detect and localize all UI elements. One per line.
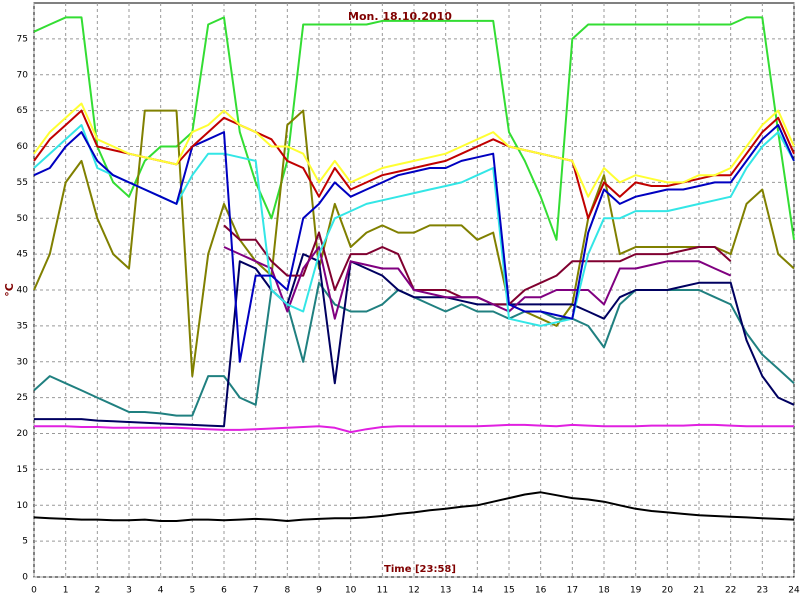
y-tick-label: 20 xyxy=(17,429,29,439)
series-line xyxy=(33,16,795,241)
x-tick-label: 21 xyxy=(693,586,704,596)
x-tick-label: 11 xyxy=(377,586,388,596)
x-axis-label: Time [23:58] xyxy=(384,564,456,575)
y-tick-label: 40 xyxy=(17,286,29,296)
series-line xyxy=(223,246,732,320)
chart-title: Mon. 18.10.2010 xyxy=(348,10,452,23)
series-line xyxy=(34,253,795,428)
x-tick-label: 12 xyxy=(408,586,419,596)
x-tick-label: 14 xyxy=(472,586,484,596)
y-tick-label: 45 xyxy=(17,250,28,260)
x-tick-label: 19 xyxy=(630,586,642,596)
series-line xyxy=(33,102,795,198)
x-tick-label: 15 xyxy=(503,586,514,596)
x-tick-label: 4 xyxy=(158,586,164,596)
x-tick-label: 7 xyxy=(253,586,259,596)
x-tick-label: 13 xyxy=(440,586,451,596)
y-tick-label: 30 xyxy=(17,357,29,367)
x-tick-label: 16 xyxy=(535,586,547,596)
x-tick-label: 9 xyxy=(316,586,322,596)
x-tick-label: 24 xyxy=(788,586,800,596)
x-tick-label: 23 xyxy=(757,586,768,596)
x-tick-label: 0 xyxy=(31,586,37,596)
x-tick-label: 22 xyxy=(725,586,736,596)
y-tick-label: 65 xyxy=(17,106,28,116)
x-tick-label: 3 xyxy=(126,586,132,596)
y-tick-label: 15 xyxy=(17,465,28,475)
x-tick-label: 1 xyxy=(63,586,69,596)
x-tick-label: 2 xyxy=(94,586,100,596)
y-tick-label: 75 xyxy=(17,34,28,44)
y-tick-label: 50 xyxy=(17,214,29,224)
series-line xyxy=(34,423,794,434)
y-tick-label: 25 xyxy=(17,393,28,403)
x-tick-label: 20 xyxy=(662,586,674,596)
x-tick-label: 5 xyxy=(189,586,195,596)
series-line xyxy=(33,491,795,522)
y-tick-label: 60 xyxy=(17,142,29,152)
x-tick-label: 18 xyxy=(598,586,610,596)
x-tick-label: 8 xyxy=(284,586,290,596)
y-tick-label: 10 xyxy=(17,501,29,511)
y-axis-label: °C xyxy=(3,283,16,297)
y-tick-label: 70 xyxy=(17,70,29,80)
x-tick-label: 6 xyxy=(221,586,227,596)
y-tick-label: 35 xyxy=(17,321,28,331)
x-tick-label: 17 xyxy=(567,586,578,596)
series-line xyxy=(33,124,795,363)
y-tick-label: 5 xyxy=(22,537,28,547)
x-tick-label: 10 xyxy=(345,586,357,596)
series-line xyxy=(33,109,795,378)
y-tick-label: 0 xyxy=(22,573,28,583)
y-tick-label: 55 xyxy=(17,178,28,188)
